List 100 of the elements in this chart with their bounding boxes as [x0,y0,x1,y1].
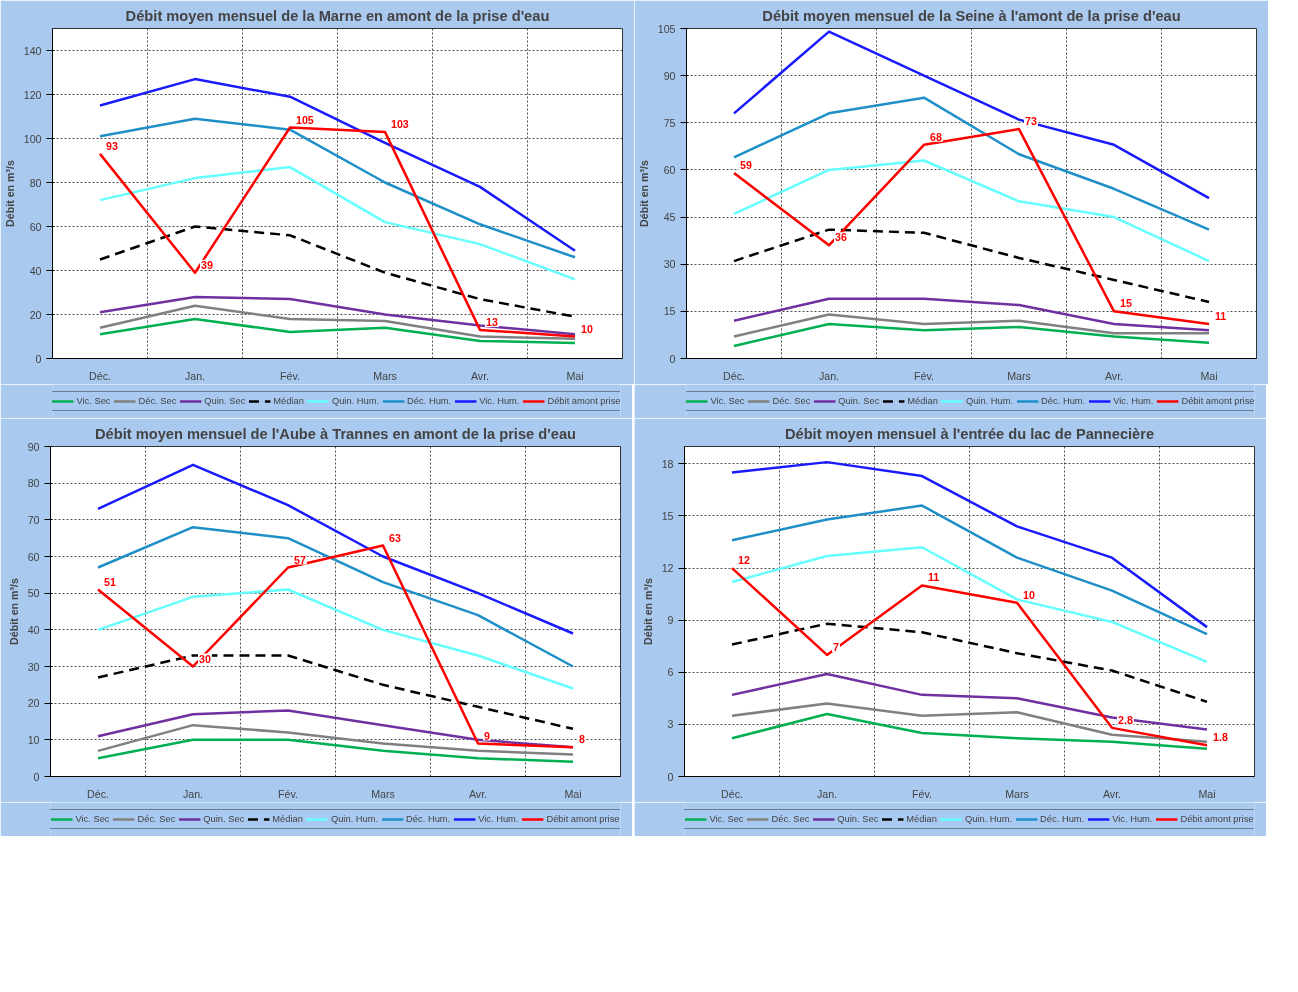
data-label: 10 [1023,588,1035,601]
data-label: 103 [391,117,409,130]
y-tick-label: 15 [661,509,674,522]
data-label: 36 [835,231,847,244]
y-tick-label: 3 [667,718,674,731]
data-label: 2.8 [1118,713,1133,726]
legend-label: Quin. Sec [203,814,245,824]
x-tick-label: Mars [1007,369,1031,382]
data-label: 68 [930,130,942,143]
legend-label: Médian [906,814,937,824]
y-tick-label: 90 [27,440,40,453]
y-tick-label: 70 [27,513,40,526]
y-axis-title: Débit en m³/s [637,159,650,227]
x-tick-label: Avr. [470,369,490,382]
y-tick-label: 15 [663,305,676,318]
x-tick-label: Mai [566,369,584,382]
chart-title: Débit moyen mensuel à l'entrée du lac de Pannecière [784,425,1155,442]
legend-label: Quin. Sec [837,814,879,824]
y-tick-label: 0 [35,352,42,365]
y-tick-label: 18 [661,457,674,470]
x-tick-label: Fév. [280,369,300,382]
y-tick-label: 20 [27,697,40,710]
y-tick-label: 40 [27,623,40,636]
legend-label: Vic. Hum. [1112,814,1153,824]
y-tick-label: 45 [663,211,676,224]
x-tick-label: Déc. [87,787,109,800]
y-tick-label: 0 [669,352,676,365]
legend-label: Débit amont prise [546,814,620,824]
y-tick-label: 12 [661,562,674,575]
x-tick-label: Avr. [1104,369,1124,382]
legend-label: Quin. Hum. [330,814,379,824]
legend-label: Quin. Sec [204,396,246,406]
x-tick-label: Mai [1200,369,1218,382]
data-label: 10 [581,322,593,335]
legend-label: Déc. Hum. [406,814,451,824]
x-tick-label: Mars [371,787,395,800]
legend-label: Vic. Sec [710,396,745,406]
legend-label: Débit amont prise [547,396,621,406]
data-label: 51 [104,575,116,588]
data-label: 63 [389,531,401,544]
legend-label: Vic. Sec [709,814,744,824]
chart-title: Débit moyen mensuel de la Marne en amont de la prise d'eau [125,7,550,24]
y-axis-title: Débit en m³/s [7,577,20,645]
data-label: 7 [833,640,839,653]
y-tick-label: 10 [27,733,40,746]
y-tick-label: 105 [657,22,676,35]
y-axis-title: Débit en m³/s [641,577,654,645]
x-tick-label: Fév. [914,369,934,382]
data-label: 30 [199,652,211,665]
x-tick-label: Déc. [89,369,111,382]
legend-label: Débit amont prise [1181,396,1255,406]
y-tick-label: 0 [33,770,40,783]
y-tick-label: 60 [27,550,40,563]
data-label: 93 [106,139,118,152]
legend-label: Déc. Sec [138,396,177,406]
x-tick-label: Déc. [723,369,745,382]
x-tick-label: Mars [1005,787,1029,800]
data-label: 57 [294,553,306,566]
y-tick-label: 0 [667,770,674,783]
y-tick-label: 140 [23,44,42,57]
x-tick-label: Jan. [182,787,204,800]
x-tick-label: Jan. [184,369,206,382]
legend-label: Déc. Sec [771,814,810,824]
data-label: 59 [740,159,752,172]
y-tick-label: 75 [663,116,676,129]
legend-label: Vic. Sec [76,396,111,406]
legend-label: Déc. Sec [137,814,176,824]
data-label: 11 [1215,309,1227,322]
x-tick-label: Jan. [818,369,840,382]
x-tick-label: Déc. [721,787,743,800]
legend-label: Débit amont prise [1180,814,1254,824]
data-label: 9 [484,729,490,742]
legend-label: Vic. Sec [75,814,110,824]
y-tick-label: 30 [663,258,676,271]
x-tick-label: Fév. [278,787,298,800]
legend-label: Vic. Hum. [479,396,520,406]
x-tick-label: Jan. [816,787,838,800]
y-axis-title: Débit en m³/s [3,159,16,227]
y-tick-label: 100 [23,132,42,145]
legend-label: Déc. Hum. [1040,814,1085,824]
legend-label: Médian [272,814,303,824]
y-tick-label: 60 [29,220,42,233]
legend-label: Vic. Hum. [478,814,519,824]
legend-label: Médian [907,396,938,406]
y-tick-label: 30 [27,660,40,673]
legend-label: Quin. Sec [838,396,880,406]
data-label: 8 [579,733,585,746]
data-label: 73 [1025,115,1037,128]
legend-label: Déc. Hum. [1041,396,1086,406]
y-tick-label: 60 [663,163,676,176]
chart-title: Débit moyen mensuel de la Seine à l'amont de la prise d'eau [762,7,1181,24]
legend-label: Quin. Hum. [964,814,1013,824]
data-label: 39 [201,258,213,271]
y-tick-label: 9 [667,614,674,627]
data-label: 1.8 [1213,731,1228,744]
y-tick-label: 80 [27,477,40,490]
y-tick-label: 40 [29,264,42,277]
y-tick-label: 50 [27,587,40,600]
x-tick-label: Avr. [468,787,488,800]
legend-label: Médian [273,396,304,406]
